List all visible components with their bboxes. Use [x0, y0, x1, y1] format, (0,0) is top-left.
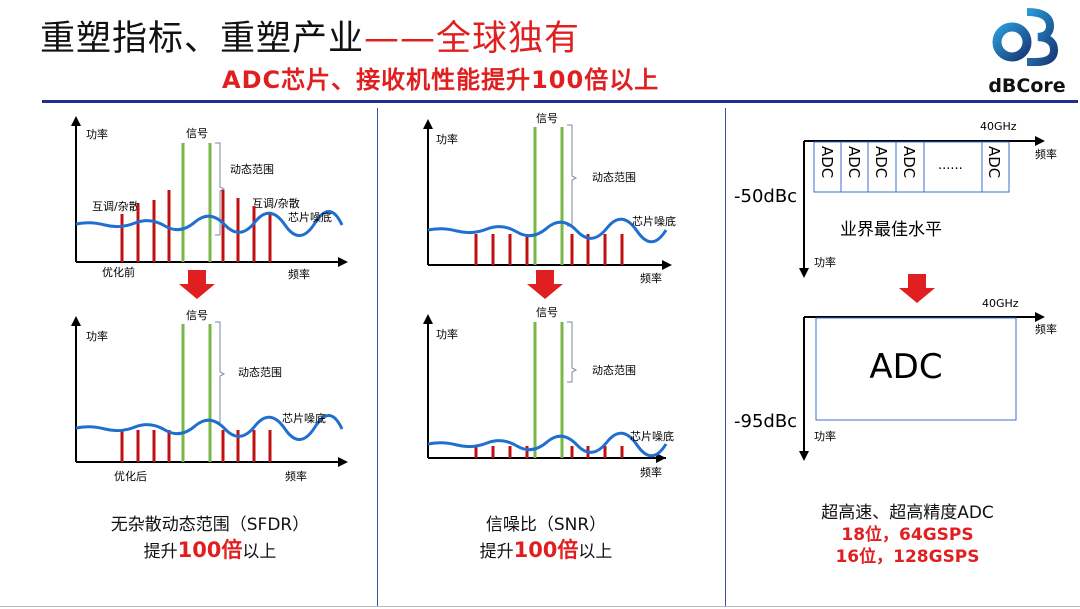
frequency-axis-label: 频率: [288, 267, 310, 281]
power-axis-label: 功率: [436, 132, 458, 146]
panel-snr-diagram: 功率 信号 动态范围 芯片噪底 频率 功率 信号 动态范围: [423, 112, 676, 479]
power-axis-label: 功率: [86, 127, 108, 141]
frequency-axis-label: 频率: [285, 469, 307, 483]
bottom-border: [0, 606, 1080, 607]
signal-label: 信号: [186, 309, 208, 322]
adc-block-large: ADC: [869, 347, 942, 387]
frequency-axis-label: 频率: [640, 465, 662, 479]
freq-40ghz-label: 40GHz: [982, 297, 1019, 310]
power-axis-label: 功率: [436, 327, 458, 341]
down-arrow-icon: [179, 270, 215, 299]
dynamic-range-label: 动态范围: [592, 170, 636, 184]
signal-label: 信号: [186, 127, 208, 140]
level-label: -50dBc: [734, 186, 797, 207]
adc-bottom-chart: 40GHz 频率 功率 -95dBc ADC: [734, 297, 1057, 461]
caption-sfdr-line1: 无杂散动态范围（SFDR）: [110, 515, 310, 535]
panel-adc-diagram: 40GHz 频率 功率 -50dBc ADC ADC ADC ADC ·····…: [734, 120, 1057, 461]
sfdr-before-chart: 功率 信号 动态范围 互调/杂散 互调/杂散 芯片噪底 优化前 频率: [71, 116, 348, 281]
caption-sfdr: 无杂散动态范围（SFDR） 提升100倍以上: [60, 513, 360, 565]
noise-floor-label: 芯片噪底: [630, 429, 674, 443]
caption-adc-line2: 18位，64GSPS: [841, 525, 974, 545]
page-subtitle: ADC芯片、接收机性能提升100倍以上: [222, 66, 660, 94]
down-arrow-icon: [899, 274, 935, 303]
adc-block: ADC: [985, 146, 1003, 178]
adc-block: ADC: [845, 146, 863, 178]
title-dash: ——: [364, 19, 437, 59]
caption-pre: 提升: [143, 542, 178, 562]
state-label-before: 优化前: [102, 265, 135, 279]
signal-label: 信号: [536, 112, 558, 125]
adc-block: ADC: [872, 146, 890, 178]
caption-big: 100倍: [177, 538, 243, 562]
caption-snr-line2: 提升100倍以上: [396, 538, 696, 565]
industry-best-label: 业界最佳水平: [840, 220, 942, 240]
level-label: -95dBc: [734, 411, 797, 432]
dbcore-logo: dBCore: [978, 0, 1076, 98]
snr-bottom-chart: 功率 信号 动态范围 芯片噪底 频率: [423, 306, 674, 479]
sfdr-after-chart: 功率 信号 动态范围 芯片噪底 优化后 频率: [71, 309, 348, 483]
noise-floor-label: 芯片噪底: [288, 210, 332, 224]
signal-label: 信号: [536, 306, 558, 319]
caption-big: 100倍: [513, 538, 579, 562]
header-divider: [42, 100, 1078, 103]
dynamic-range-label: 动态范围: [230, 162, 274, 176]
page-title: 重塑指标、重塑产业——全球独有: [40, 10, 580, 61]
down-arrow-icon: [527, 270, 563, 299]
power-axis-label: 功率: [814, 255, 836, 269]
frequency-axis-label: 频率: [640, 271, 662, 285]
spur-label-left: 互调/杂散: [92, 199, 140, 213]
caption-snr-line1: 信噪比（SNR）: [485, 515, 607, 535]
caption-adc-line1: 超高速、超高精度ADC: [821, 503, 994, 523]
caption-adc: 超高速、超高精度ADC 18位，64GSPS 16位，128GSPS: [735, 502, 1080, 568]
freq-40ghz-label: 40GHz: [980, 120, 1017, 133]
caption-sfdr-line2: 提升100倍以上: [60, 538, 360, 565]
caption-adc-line3: 16位，128GSPS: [835, 547, 980, 567]
spur-label-right: 互调/杂散: [252, 196, 300, 210]
logo-text: dBCore: [988, 75, 1065, 97]
adc-top-chart: 40GHz 频率 功率 -50dBc ADC ADC ADC ADC ·····…: [734, 120, 1057, 278]
state-label-after: 优化后: [114, 469, 147, 483]
caption-post: 以上: [242, 542, 277, 562]
caption-post: 以上: [578, 542, 613, 562]
ellipsis: ······: [938, 162, 963, 177]
snr-top-chart: 功率 信号 动态范围 芯片噪底 频率: [423, 112, 676, 285]
column-divider-1: [377, 108, 378, 606]
panel-sfdr-diagram: 功率 信号 动态范围 互调/杂散 互调/杂散 芯片噪底 优化前 频率 功率 信号…: [71, 116, 348, 483]
power-axis-label: 功率: [814, 429, 836, 443]
title-highlight: 全球独有: [436, 19, 581, 59]
noise-floor-label: 芯片噪底: [632, 214, 676, 228]
column-divider-2: [725, 108, 726, 606]
title-main: 重塑指标、重塑产业: [40, 19, 365, 59]
adc-block: ADC: [900, 146, 918, 178]
dynamic-range-label: 动态范围: [238, 365, 282, 379]
power-axis-label: 功率: [86, 329, 108, 343]
frequency-axis-label: 频率: [1035, 147, 1057, 161]
caption-pre: 提升: [479, 542, 514, 562]
adc-block: ADC: [818, 146, 836, 178]
caption-snr: 信噪比（SNR） 提升100倍以上: [396, 513, 696, 565]
dynamic-range-label: 动态范围: [592, 363, 636, 377]
frequency-axis-label: 频率: [1035, 322, 1057, 336]
noise-floor-label: 芯片噪底: [282, 411, 326, 425]
